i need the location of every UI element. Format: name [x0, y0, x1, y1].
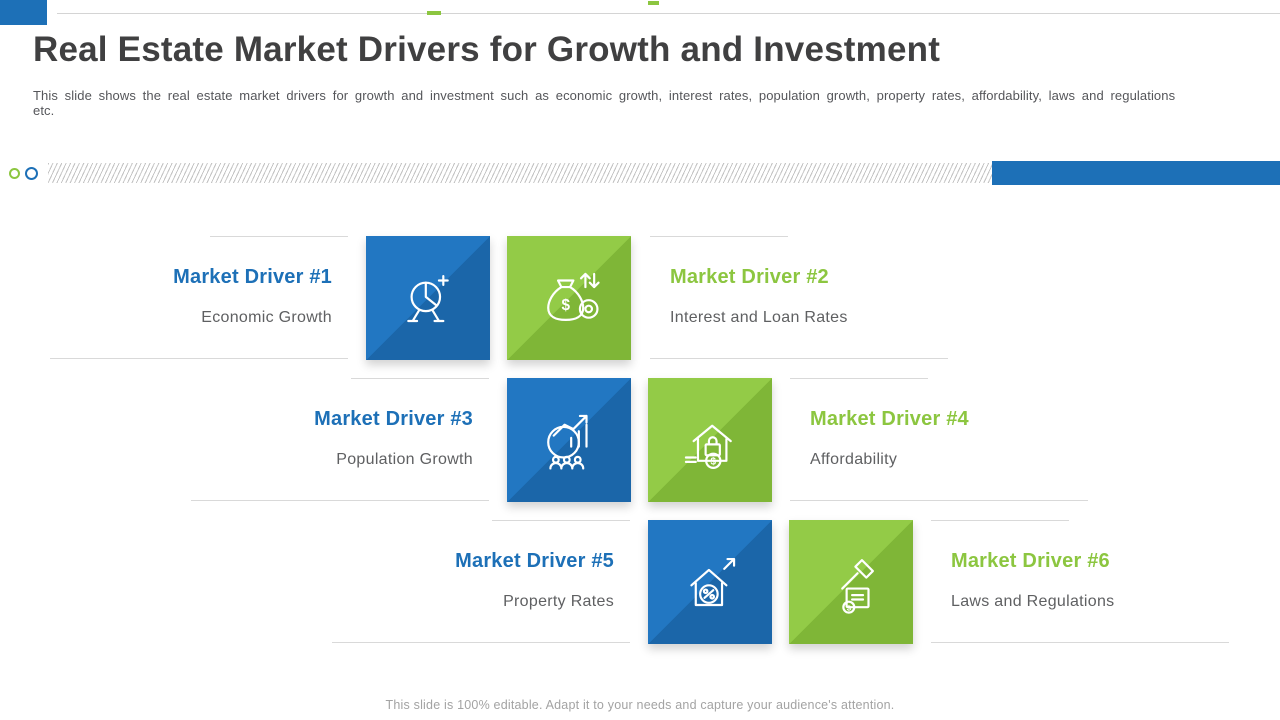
panel-rule: [492, 520, 630, 521]
laws-regulations-icon: $: [841, 559, 874, 614]
driver-4-panel: Market Driver #4 Affordability: [790, 378, 1088, 501]
panel-rule: [790, 378, 928, 379]
property-rates-icon: [690, 557, 736, 607]
driver-5-tile: [648, 520, 772, 644]
driver-4-desc: Affordability: [810, 451, 898, 468]
driver-4-tile: $: [648, 378, 772, 502]
driver-1-tile: [366, 236, 490, 360]
divider-dot-green: [9, 168, 20, 179]
driver-6-desc: Laws and Regulations: [951, 593, 1115, 610]
driver-1-panel: Market Driver #1 Economic Growth: [50, 236, 348, 359]
divider-blue-bar: [992, 161, 1280, 185]
driver-3-tile: [507, 378, 631, 502]
panel-rule: [351, 378, 489, 379]
panel-rule: [650, 358, 948, 359]
driver-4-label: Market Driver #4: [810, 408, 969, 430]
panel-rule: [931, 642, 1229, 643]
driver-2-label: Market Driver #2: [670, 266, 829, 288]
panel-rule: [50, 358, 348, 359]
driver-3-label: Market Driver #3: [314, 408, 473, 430]
driver-2-panel: Market Driver #2 Interest and Loan Rates: [650, 236, 948, 359]
interest-rates-icon: $: [547, 272, 600, 321]
divider-dot-blue: [25, 167, 38, 180]
driver-2-desc: Interest and Loan Rates: [670, 309, 848, 326]
driver-2-tile: $: [507, 236, 631, 360]
driver-3-panel: Market Driver #3 Population Growth: [191, 378, 489, 501]
page-subtitle: This slide shows the real estate market …: [33, 88, 1176, 118]
driver-5-panel: Market Driver #5 Property Rates: [332, 520, 630, 643]
driver-6-tile: $: [789, 520, 913, 644]
panel-rule: [191, 500, 489, 501]
svg-text:$: $: [561, 297, 570, 314]
economic-growth-icon: [407, 275, 449, 323]
population-growth-icon: [547, 414, 588, 470]
divider-hatch-band: [48, 163, 992, 183]
green-dash: [648, 1, 659, 5]
driver-1-label: Market Driver #1: [173, 266, 332, 288]
svg-text:$: $: [711, 457, 717, 468]
driver-5-label: Market Driver #5: [455, 550, 614, 572]
driver-6-label: Market Driver #6: [951, 550, 1110, 572]
panel-rule: [332, 642, 630, 643]
green-dash: [427, 11, 441, 15]
svg-text:$: $: [847, 603, 852, 612]
page-title: Real Estate Market Drivers for Growth an…: [33, 30, 941, 69]
top-accent-bar: [0, 0, 47, 25]
top-rule-line: [57, 13, 1280, 14]
driver-6-panel: Market Driver #6 Laws and Regulations: [931, 520, 1229, 643]
driver-5-desc: Property Rates: [503, 593, 614, 610]
driver-1-desc: Economic Growth: [201, 309, 332, 326]
panel-rule: [790, 500, 1088, 501]
panel-rule: [210, 236, 348, 237]
affordability-icon: $: [684, 424, 732, 469]
footer-note: This slide is 100% editable. Adapt it to…: [385, 698, 895, 712]
driver-3-desc: Population Growth: [336, 451, 473, 468]
panel-rule: [650, 236, 788, 237]
panel-rule: [931, 520, 1069, 521]
